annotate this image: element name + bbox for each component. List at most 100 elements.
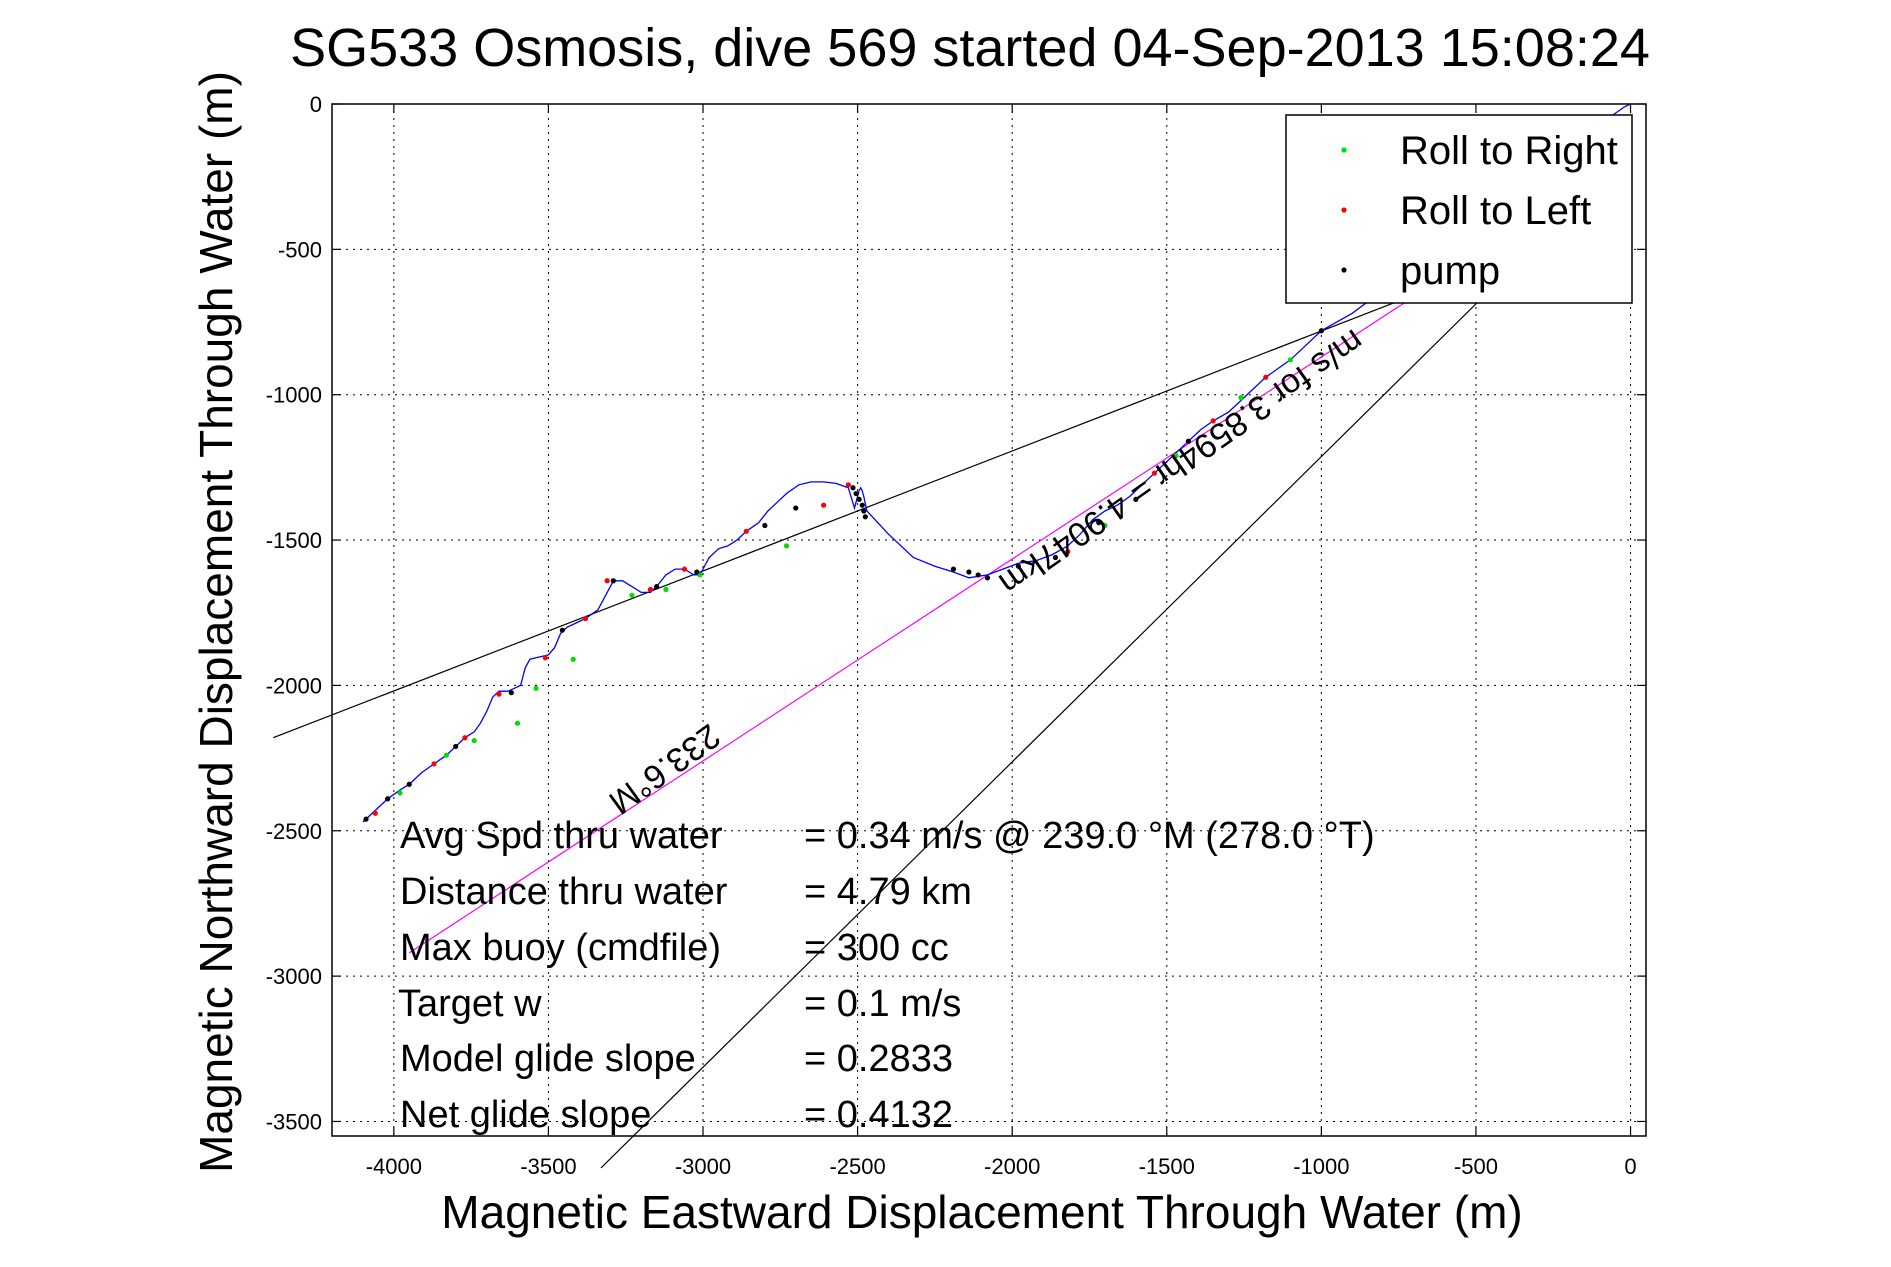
pump-point [1185, 438, 1192, 444]
pump-point [1133, 496, 1139, 502]
pump-point [966, 569, 972, 575]
legend: Roll to Right Roll to Left pump [1285, 114, 1633, 304]
roll-to-left-point [743, 528, 749, 534]
roll-to-right-point [663, 586, 669, 593]
roll-to-left-point [1210, 418, 1216, 424]
stat-label: Net glide slope [400, 1094, 651, 1136]
pump-point [1052, 554, 1059, 561]
reference-line [273, 228, 1585, 739]
stat-label: Avg Spd thru water [400, 815, 723, 857]
reference-lines-layer [273, 184, 1585, 1169]
x-tick-label: -3000 [675, 1154, 731, 1179]
pump-point [559, 627, 565, 633]
roll-to-left-point [604, 578, 610, 584]
stat-value: = 0.2833 [804, 1038, 953, 1080]
pump-point [654, 583, 660, 590]
pump-point [406, 781, 412, 787]
roll-to-left-point [1065, 549, 1071, 555]
roll-to-left-point [462, 735, 468, 741]
roll-to-left-point [582, 615, 589, 622]
stat-value: = 300 cc [804, 927, 949, 969]
legend-label: Roll to Left [1400, 189, 1591, 233]
tick-layer: -4000 -3500 -3000 -2500 -2000 -1500 -1000 -500 0… [266, 92, 1646, 1179]
roll-to-right-point [443, 752, 449, 758]
pump-point [385, 796, 391, 802]
pump-point [1015, 563, 1021, 569]
roll-to-left-point [820, 502, 827, 508]
pump-point [694, 569, 700, 575]
roll-to-left-point [647, 586, 654, 593]
roll-to-right-point [514, 720, 521, 726]
stat-value: = 0.34 m/s @ 239.0 °M (278.0 °T) [804, 815, 1375, 857]
y-tick-label: -3000 [266, 964, 322, 989]
pump-point [853, 490, 859, 497]
legend-marker [1341, 267, 1347, 273]
x-tick-label: -2500 [829, 1154, 885, 1179]
y-tick-label: -2500 [266, 819, 322, 844]
x-tick-label: -4000 [366, 1154, 422, 1179]
roll-to-right-point [1102, 522, 1108, 529]
y-axis-title: Magnetic Northward Displacement Through … [190, 71, 242, 1173]
pump-point [610, 578, 616, 584]
roll-to-right-point [1287, 357, 1294, 363]
pump-point [1318, 328, 1324, 334]
x-axis-title: Magnetic Eastward Displacement Through W… [441, 1186, 1522, 1238]
y-tick-label: -2000 [266, 673, 322, 698]
roll-to-left-point [1151, 470, 1158, 476]
pump-point [850, 485, 856, 491]
roll-to-left-point [372, 810, 378, 816]
roll-to-left-point [431, 761, 437, 767]
stat-value: = 0.4132 [804, 1094, 953, 1136]
speed-annotation: m/s for 3.8594hr = 4.9047km [992, 322, 1371, 603]
y-tick-label: -1000 [266, 383, 322, 408]
x-tick-label: -2000 [984, 1154, 1040, 1179]
legend-marker [1341, 147, 1347, 153]
pump-point [856, 496, 862, 502]
annotation-layer: 233.6°M m/s for 3.8594hr = 4.9047km [602, 322, 1371, 822]
roll-to-right-point [397, 790, 403, 796]
stat-label: Max buoy (cmdfile) [400, 927, 721, 969]
roll-to-left-point [542, 655, 548, 661]
pump-point [859, 502, 865, 508]
y-tick-label: -1500 [266, 528, 322, 553]
pump-point [1096, 520, 1102, 526]
roll-to-left-point [681, 566, 688, 572]
heading-annotation: 233.6°M [602, 716, 727, 821]
y-tick-label: -3500 [266, 1109, 322, 1134]
stat-value: = 4.79 km [804, 871, 972, 913]
pump-point [862, 514, 868, 520]
roll-to-right-point [1238, 395, 1244, 401]
stat-value: = 0.1 m/s [804, 983, 961, 1025]
y-tick-label: 0 [310, 92, 322, 117]
legend-marker [1341, 207, 1347, 213]
pump-point [984, 575, 991, 581]
legend-label: Roll to Right [1400, 129, 1618, 173]
pump-point [363, 816, 369, 822]
x-tick-label: -3500 [520, 1154, 576, 1179]
stat-label: Distance thru water [400, 871, 728, 913]
x-tick-label: -500 [1454, 1154, 1498, 1179]
roll-to-left-point [1263, 374, 1269, 380]
series-layer [362, 103, 1631, 823]
y-tick-label: -500 [278, 237, 322, 262]
reference-line [600, 196, 1585, 1169]
roll-to-right-point [629, 592, 635, 598]
roll-to-right-point [471, 738, 477, 744]
pump-point [762, 522, 768, 529]
chart-title: SG533 Osmosis, dive 569 started 04-Sep-2… [290, 18, 1650, 78]
stat-label: Model glide slope [400, 1038, 696, 1080]
legend-label: pump [1400, 249, 1500, 293]
pump-point [861, 508, 867, 514]
roll-to-left-point [845, 482, 851, 488]
x-tick-label: 0 [1624, 1154, 1636, 1179]
stat-label: Target w [398, 983, 542, 1025]
roll-to-right-point [783, 543, 790, 549]
pump-point [793, 505, 799, 511]
x-tick-label: -1000 [1293, 1154, 1349, 1179]
pump-point [950, 566, 957, 572]
roll-to-right-point [1173, 453, 1179, 459]
pump-point [975, 572, 981, 578]
x-tick-label: -1500 [1139, 1154, 1195, 1179]
